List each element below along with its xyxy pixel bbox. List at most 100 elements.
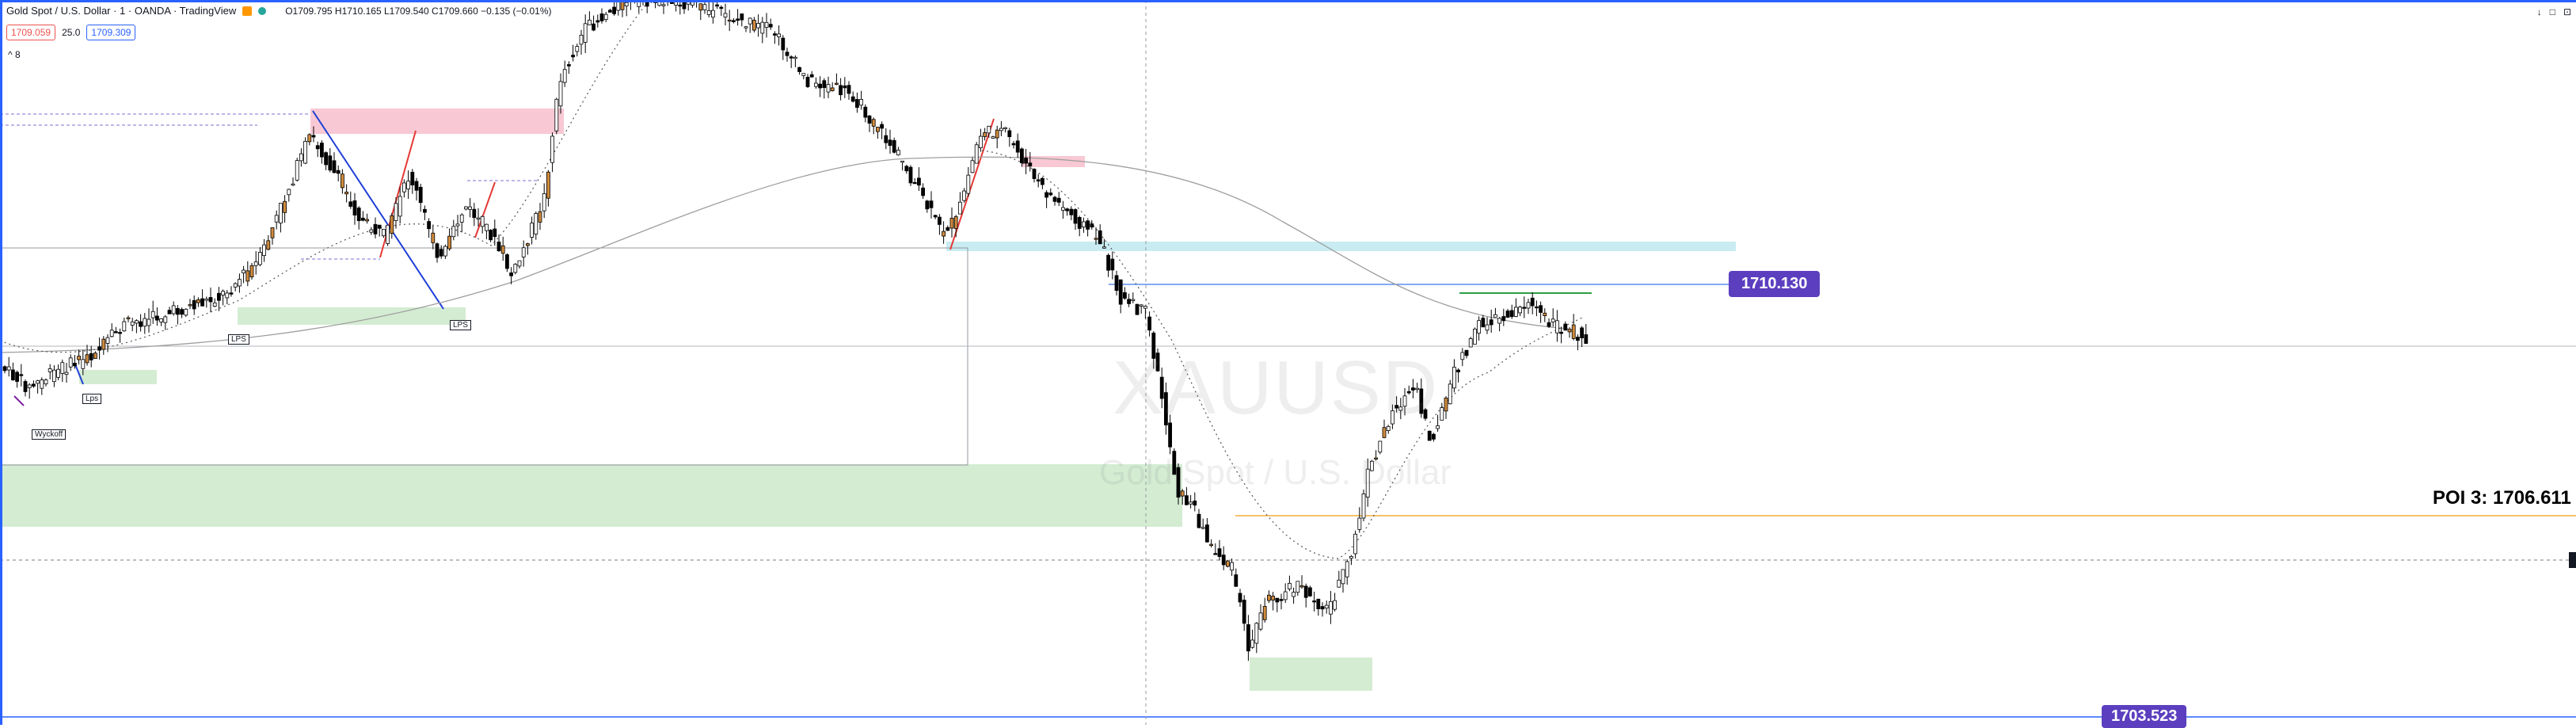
candle bbox=[720, 7, 723, 9]
candle bbox=[876, 128, 879, 132]
candle bbox=[967, 175, 970, 193]
candle bbox=[724, 13, 727, 17]
candle bbox=[1576, 337, 1579, 341]
candle bbox=[823, 81, 826, 88]
candle bbox=[382, 229, 385, 235]
buy-button[interactable]: 1709.309 bbox=[86, 25, 135, 40]
candle bbox=[176, 308, 179, 314]
candle bbox=[1140, 305, 1143, 307]
candle bbox=[1292, 593, 1296, 597]
poi-label[interactable]: POI 3: 1706.611 bbox=[2433, 487, 2571, 509]
candle bbox=[443, 246, 447, 256]
trade-buttons: 1709.059 25.0 1709.309 bbox=[6, 25, 135, 40]
candle bbox=[1115, 276, 1118, 291]
candle bbox=[814, 83, 817, 86]
candle bbox=[86, 355, 89, 363]
candle bbox=[357, 208, 360, 221]
candle bbox=[535, 214, 538, 234]
candle bbox=[748, 18, 751, 24]
candle bbox=[407, 181, 410, 189]
lps-label[interactable]: LPS bbox=[228, 334, 249, 345]
window-controls: ↓ □ ⊡ bbox=[2537, 6, 2571, 17]
candle bbox=[308, 135, 311, 142]
candle bbox=[353, 200, 356, 215]
candle bbox=[1465, 350, 1468, 356]
candle bbox=[1490, 320, 1493, 325]
scroll-down-icon[interactable]: ↓ bbox=[2537, 6, 2542, 17]
wyckoff-label[interactable]: Wyckoff bbox=[32, 429, 66, 440]
demand-zone bbox=[0, 464, 1182, 527]
candle bbox=[827, 85, 830, 92]
candle bbox=[448, 236, 451, 249]
candle bbox=[769, 25, 772, 27]
lps-label[interactable]: Lps bbox=[82, 394, 101, 404]
candle bbox=[1469, 339, 1472, 347]
supply-zone bbox=[310, 109, 564, 134]
candle bbox=[246, 271, 249, 281]
candle bbox=[1152, 333, 1155, 358]
symbol-title[interactable]: Gold Spot / U.S. Dollar · 1 · OANDA · Tr… bbox=[6, 5, 236, 17]
candle bbox=[1025, 158, 1028, 163]
candle bbox=[1572, 325, 1575, 338]
candle bbox=[16, 372, 19, 382]
sell-button[interactable]: 1709.059 bbox=[6, 25, 55, 40]
candle bbox=[1334, 600, 1337, 609]
candle bbox=[329, 156, 332, 170]
candle bbox=[1111, 259, 1114, 270]
candle bbox=[69, 358, 72, 367]
candle bbox=[913, 182, 916, 184]
candle bbox=[1506, 311, 1509, 317]
candle bbox=[885, 135, 888, 143]
candle bbox=[1156, 353, 1159, 372]
price-level-tag[interactable]: 1710.130 bbox=[1729, 271, 1820, 297]
symbol-legend[interactable]: Gold Spot / U.S. Dollar · 1 · OANDA · Tr… bbox=[6, 5, 551, 17]
candle bbox=[1090, 224, 1094, 227]
candle bbox=[1519, 307, 1522, 313]
candle bbox=[386, 225, 390, 243]
candle bbox=[576, 47, 579, 51]
candle bbox=[477, 218, 480, 219]
candle bbox=[1531, 298, 1534, 306]
candle bbox=[538, 212, 542, 222]
candle bbox=[1564, 324, 1567, 330]
candle bbox=[1403, 396, 1406, 406]
candle bbox=[1094, 238, 1098, 240]
candle bbox=[707, 10, 710, 14]
candle bbox=[1128, 299, 1131, 304]
candle bbox=[806, 77, 809, 86]
candle bbox=[160, 318, 163, 322]
candle bbox=[1235, 575, 1238, 587]
candle bbox=[481, 216, 484, 227]
candle bbox=[209, 297, 212, 301]
flag-icon[interactable] bbox=[242, 6, 252, 16]
candle bbox=[831, 88, 834, 91]
candle bbox=[1461, 353, 1464, 360]
candle bbox=[518, 261, 521, 266]
restore-icon[interactable]: ⊡ bbox=[2563, 6, 2571, 17]
candle bbox=[370, 230, 373, 232]
maximize-icon[interactable]: □ bbox=[2550, 6, 2555, 17]
candle bbox=[555, 99, 558, 131]
candle bbox=[205, 299, 208, 301]
candle bbox=[1164, 393, 1167, 425]
lps-label[interactable]: LPS bbox=[450, 320, 471, 330]
candle bbox=[164, 317, 167, 322]
indicators-toggle[interactable]: ^ 8 bbox=[8, 49, 21, 60]
candle bbox=[773, 34, 776, 36]
candle bbox=[1560, 332, 1563, 334]
candle bbox=[604, 14, 607, 19]
candle bbox=[185, 309, 188, 315]
candle bbox=[732, 21, 735, 22]
candle bbox=[1074, 210, 1077, 223]
candle bbox=[11, 370, 14, 380]
candle bbox=[559, 82, 562, 106]
candle bbox=[1037, 180, 1040, 181]
candle bbox=[839, 86, 843, 95]
candle bbox=[394, 204, 398, 221]
candle bbox=[402, 183, 405, 192]
candle bbox=[48, 368, 51, 372]
candle bbox=[905, 166, 908, 171]
candle bbox=[1185, 496, 1188, 505]
